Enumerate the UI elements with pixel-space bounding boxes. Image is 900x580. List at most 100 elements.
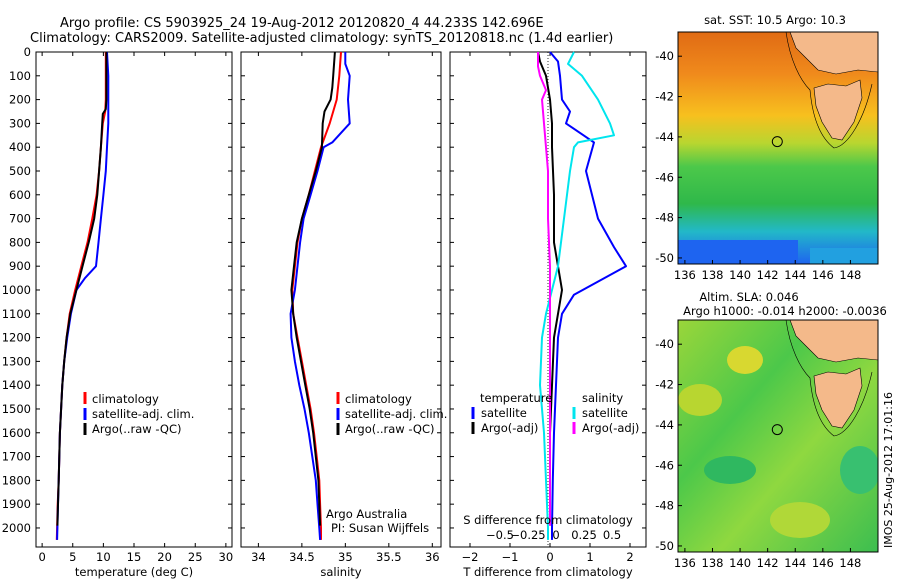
temperature-axes-frame xyxy=(35,51,233,548)
sst-map: sat. SST: 10.5 Argo: 10.3 136 138 140 142 14… xyxy=(655,13,879,282)
x-tick-label: 10 xyxy=(96,550,111,564)
difference-lines xyxy=(537,51,627,540)
depth-tick-label: 1500 xyxy=(2,402,31,416)
temperature-xlabel: temperature (deg C) xyxy=(75,565,193,579)
legend-label-satellite: satellite-adj. clim. xyxy=(92,407,194,421)
lat-tick-label: -50 xyxy=(655,251,674,265)
depth-tick-label: 2000 xyxy=(2,521,31,535)
depth-tick-label: 200 xyxy=(9,93,31,107)
x-tick-label: 20 xyxy=(157,550,172,564)
salinity-axes-frame xyxy=(240,51,442,548)
difference-panel: −2 −1 0 1 2 temperature satellite Argo(-adj)… xyxy=(449,51,647,579)
legend-label-argo: Argo(..raw -QC) xyxy=(345,422,435,436)
x-tick-label: 30 xyxy=(219,550,234,564)
sst-cold-patch xyxy=(678,240,798,264)
legend-title-salinity: salinity xyxy=(582,391,623,405)
salinity-axis: 34 34.5 35 35.5 36 xyxy=(251,52,440,564)
lat-tick-label: -44 xyxy=(655,418,674,432)
x-tick-label: 5 xyxy=(69,550,76,564)
lat-tick-label: -46 xyxy=(655,170,674,184)
tasmania xyxy=(813,79,863,141)
sst-cold-patch xyxy=(810,248,878,264)
depth-tick-label: 0 xyxy=(24,45,31,59)
temperature-axis: 0 5 10 15 20 25 30 xyxy=(38,52,233,564)
legend-label-climatology: climatology xyxy=(345,392,412,406)
series-line-temperature-satellite xyxy=(549,51,627,540)
depth-tick-label: 900 xyxy=(9,259,31,273)
lat-tick-label: -46 xyxy=(655,458,674,472)
depth-tick-label: 800 xyxy=(9,235,31,249)
lon-tick-label: 140 xyxy=(729,268,751,282)
lon-tick-label: 138 xyxy=(702,268,724,282)
x-tick-label: 36 xyxy=(425,550,440,564)
sla-anomaly-blob xyxy=(704,456,756,484)
x-tick-label: 2 xyxy=(626,550,633,564)
lon-tick-label: 146 xyxy=(812,556,834,570)
series-line-argo-raw-qc xyxy=(290,51,336,526)
australia-mainland xyxy=(789,32,878,75)
lon-tick-label: 148 xyxy=(839,556,861,570)
lat-tick-label: -44 xyxy=(655,130,674,144)
series-line-salinity-argo-adj xyxy=(537,52,551,526)
salinity-panel: 34 34.5 35 35.5 36 climatology satellite-adj… xyxy=(240,51,447,579)
legend-label-sal-argo: Argo(-adj) xyxy=(582,421,639,435)
series-line-argo-raw-qc xyxy=(56,52,108,526)
lon-tick-label: 136 xyxy=(674,268,696,282)
australia-mainland xyxy=(789,320,878,363)
credit-line-2: PI: Susan Wijffels xyxy=(331,521,429,535)
lon-tick-label: 146 xyxy=(812,268,834,282)
lat-tick-label: -50 xyxy=(655,539,674,553)
lat-tick-label: -48 xyxy=(655,499,674,513)
x-tick-label: 35.5 xyxy=(376,550,402,564)
timestamp-stamp: IMOS 25-Aug-2012 17:01:16 xyxy=(882,392,895,548)
lon-tick-label: 138 xyxy=(702,556,724,570)
difference-xlabel: T difference from climatology xyxy=(462,565,633,579)
sla-map-axes: 136 138 140 142 144 146 148 -40 -42 -44 -46 -48 -50 xyxy=(655,337,861,570)
legend-title-temperature: temperature xyxy=(480,391,552,405)
x-tick-label: 34.5 xyxy=(289,550,315,564)
temperature-legend: climatology satellite-adj. clim. Argo(..… xyxy=(83,392,194,436)
sst-map-frame xyxy=(677,31,879,265)
depth-tick-label: 700 xyxy=(9,212,31,226)
x-tick-label: 15 xyxy=(127,550,142,564)
top-tick-label: −0.25 xyxy=(510,528,545,542)
depth-tick-label: 1900 xyxy=(2,497,31,511)
sst-bathymetry-contour xyxy=(785,32,873,149)
legend-label-argo: Argo(..raw -QC) xyxy=(92,422,182,436)
lon-tick-label: 144 xyxy=(784,268,806,282)
lat-tick-label: -40 xyxy=(655,337,674,351)
x-tick-label: 35 xyxy=(338,550,353,564)
depth-tick-label: 100 xyxy=(9,69,31,83)
header-line-1: Argo profile: CS 5903925_24 19-Aug-2012 … xyxy=(60,16,544,31)
legend-label-temp-argo: Argo(-adj) xyxy=(481,421,538,435)
sst-map-title: sat. SST: 10.5 Argo: 10.3 xyxy=(704,13,846,27)
depth-tick-label: 1400 xyxy=(2,378,31,392)
top-tick-label: 0.25 xyxy=(571,528,597,542)
sla-map-title: Altim. SLA: 0.046 xyxy=(699,290,798,304)
depth-tick-label: 1300 xyxy=(2,354,31,368)
depth-tick-label: 1000 xyxy=(2,283,31,297)
difference-legend: temperature satellite Argo(-adj) salinit… xyxy=(471,391,639,435)
series-line-satellite-adj-clim xyxy=(56,51,110,540)
x-tick-label: 0 xyxy=(546,550,553,564)
depth-tick-label: 400 xyxy=(9,140,31,154)
legend-label-temp-satellite: satellite xyxy=(481,406,527,420)
temperature-lines xyxy=(55,51,110,540)
sla-anomaly-blob xyxy=(840,446,878,494)
salinity-difference-ticks: −0.5−0.25 0 0.25 0.5 xyxy=(486,528,621,542)
sla-anomaly-blob xyxy=(770,502,830,538)
lon-tick-label: 140 xyxy=(729,556,751,570)
lon-tick-label: 144 xyxy=(784,556,806,570)
x-tick-label: 0 xyxy=(38,550,45,564)
argo-position-marker xyxy=(771,424,783,436)
salinity-lines xyxy=(289,51,351,540)
lon-tick-label: 136 xyxy=(674,556,696,570)
depth-axis: 0 100 200 300 400 500 600 700 800 900 1000 1100 1200… xyxy=(2,45,646,535)
lat-tick-label: -42 xyxy=(655,378,674,392)
depth-tick-label: 1100 xyxy=(2,307,31,321)
x-tick-label: 34 xyxy=(251,550,266,564)
lon-tick-label: 142 xyxy=(757,556,779,570)
difference-axis: −2 −1 0 1 2 xyxy=(462,52,634,564)
series-line-salinity-satellite xyxy=(539,51,615,540)
